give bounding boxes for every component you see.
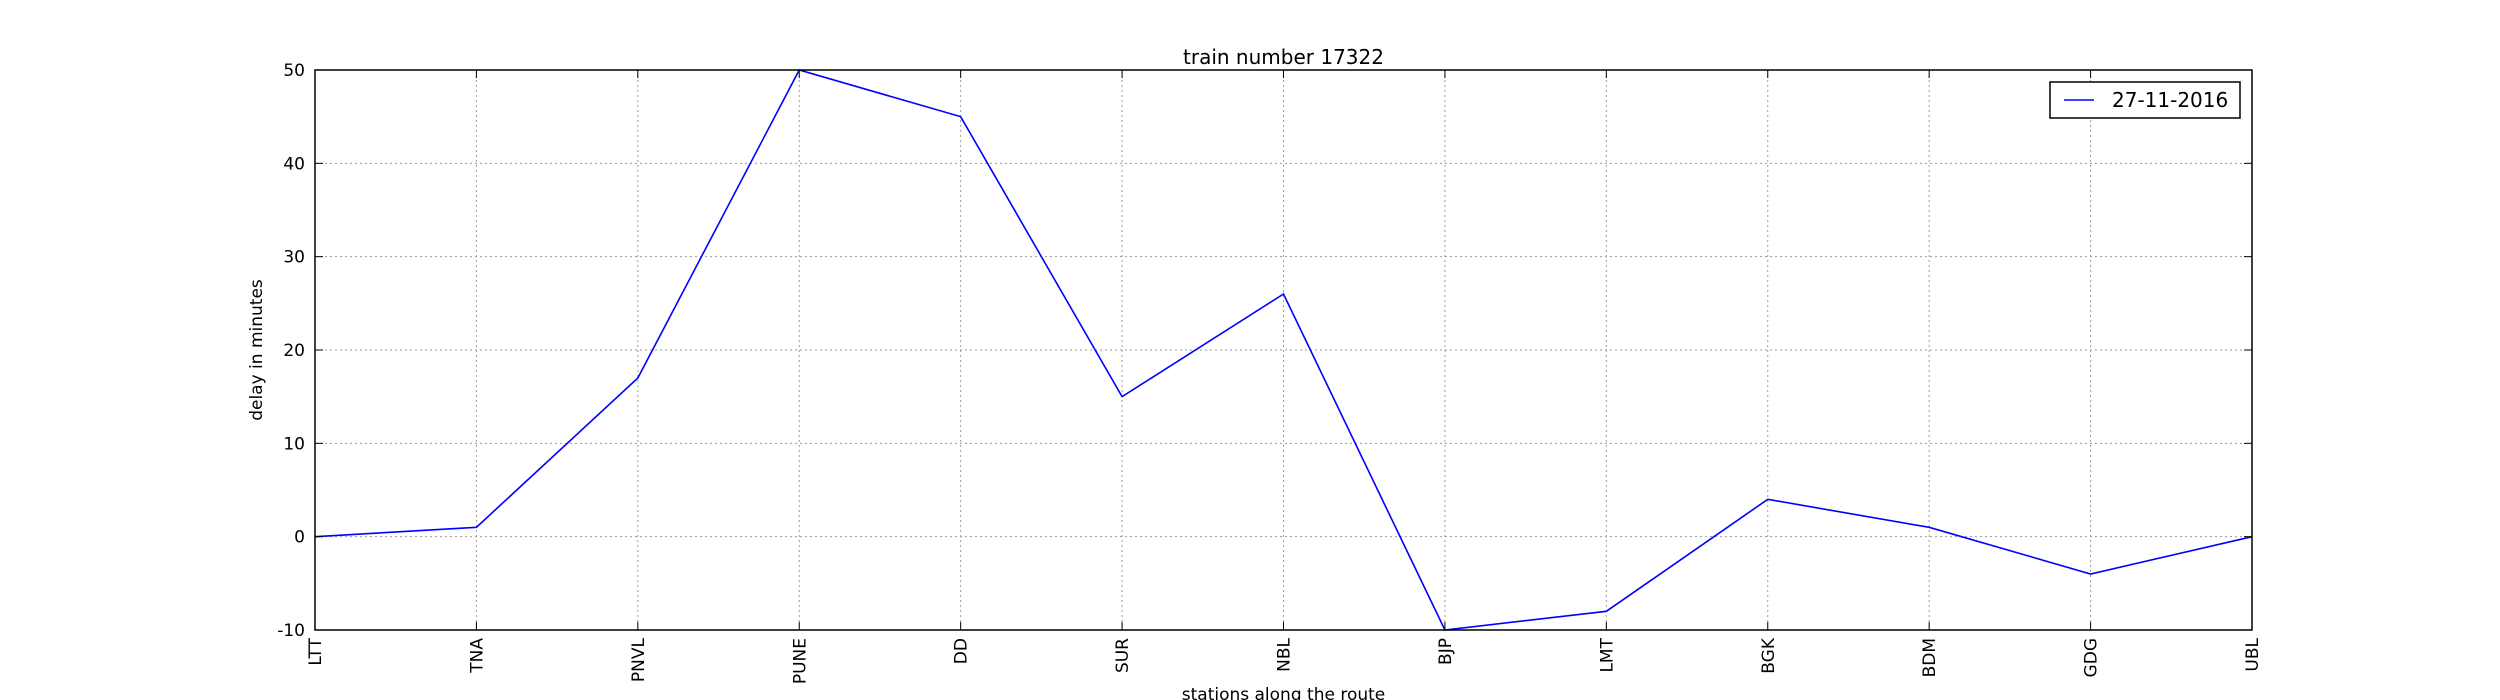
x-tick-label: NBL bbox=[1275, 637, 1295, 671]
data-point bbox=[1604, 609, 1608, 613]
y-tick-label: 50 bbox=[283, 61, 305, 81]
data-point bbox=[474, 525, 478, 529]
y-tick-layer: -10 0 10 20 30 40 50 bbox=[277, 61, 2252, 641]
legend-label: 27-11-2016 bbox=[2112, 88, 2228, 112]
y-axis-title: delay in minutes bbox=[247, 279, 267, 421]
x-tick-label: DD bbox=[952, 638, 972, 664]
line-layer bbox=[314, 69, 2253, 631]
y-tick-label: -10 bbox=[277, 621, 305, 641]
x-tick-label: BGK bbox=[1759, 637, 1779, 674]
grid-layer bbox=[314, 69, 2253, 631]
data-point bbox=[636, 376, 640, 380]
x-tick-label: BDM bbox=[1920, 638, 1940, 677]
series-line bbox=[314, 69, 2253, 631]
legend: 27-11-2016 bbox=[2049, 81, 2241, 119]
chart-title: train number 17322 bbox=[1183, 45, 1384, 69]
x-tick-layer: LTT TNA PNVL PUNE DD SUR NBL BJP LMT BGK BDM GDG UBL bbox=[306, 70, 2263, 684]
x-tick-label: PNVL bbox=[629, 637, 649, 682]
y-tick-label: 20 bbox=[283, 341, 305, 361]
x-tick-label: LTT bbox=[306, 637, 326, 665]
x-tick-label: GDG bbox=[2082, 638, 2102, 677]
data-point bbox=[1927, 525, 1931, 529]
data-point bbox=[1282, 292, 1286, 296]
x-tick-label: BJP bbox=[1436, 638, 1456, 665]
x-tick-label: TNA bbox=[467, 638, 487, 674]
data-point bbox=[2089, 572, 2093, 576]
y-tick-label: 0 bbox=[294, 528, 305, 548]
data-point bbox=[1120, 395, 1124, 399]
x-tick-label: PUNE bbox=[790, 638, 810, 684]
y-tick-label: 10 bbox=[283, 434, 305, 454]
y-tick-label: 30 bbox=[283, 248, 305, 268]
data-point bbox=[1766, 497, 1770, 501]
data-point bbox=[959, 115, 963, 119]
x-axis-title: stations along the route bbox=[1182, 685, 1386, 700]
x-tick-label: LMT bbox=[1597, 637, 1617, 672]
x-tick-label: UBL bbox=[2243, 637, 2263, 671]
x-tick-label: SUR bbox=[1113, 638, 1133, 673]
y-tick-label: 40 bbox=[283, 154, 305, 174]
